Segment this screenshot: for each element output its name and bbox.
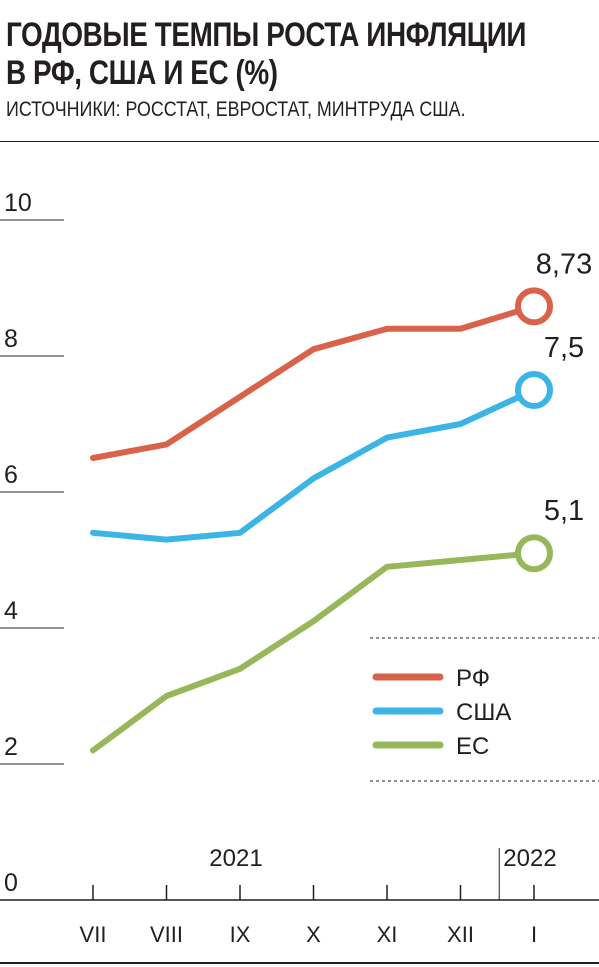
y-tick-label: 2 bbox=[4, 733, 18, 761]
series-group: 8,73 7,5 5,1 bbox=[90, 248, 592, 754]
series-line-3 bbox=[90, 550, 537, 754]
x-tick-label: XII bbox=[447, 922, 474, 947]
year-label: 2022 bbox=[503, 845, 556, 872]
year-label: 2021 bbox=[209, 845, 262, 872]
top-divider bbox=[0, 141, 599, 142]
chart-subtitle: ИСТОЧНИКИ: РОССТАТ, ЕВРОСТАТ, МИНТРУДА С… bbox=[6, 98, 466, 121]
x-tick-label: I bbox=[531, 922, 537, 947]
series-end-marker-3 bbox=[515, 534, 553, 573]
legend: РФ США ЕС bbox=[370, 637, 599, 782]
y-tick-label: 0 bbox=[4, 869, 18, 897]
legend-label-2: США bbox=[456, 699, 511, 726]
data-label-1: 8,73 bbox=[536, 248, 592, 280]
series-line-2 bbox=[90, 387, 537, 543]
x-tick-label: VII bbox=[80, 922, 107, 947]
y-tick-label: 6 bbox=[4, 461, 18, 489]
x-tick-label: X bbox=[306, 922, 321, 947]
chart-title-line-1: ГОДОВЫЕ ТЕМПЫ РОСТА ИНФЛЯЦИИ bbox=[6, 16, 526, 54]
series-end-marker-2 bbox=[515, 371, 553, 409]
series-line-1 bbox=[90, 303, 537, 461]
data-label-2: 7,5 bbox=[544, 332, 584, 364]
y-tick-label: 10 bbox=[4, 189, 32, 217]
y-tick-label: 8 bbox=[4, 325, 18, 353]
x-axis: VII VIII IX X XI XII I 2021 2022 bbox=[0, 845, 599, 964]
chart-title-line-2: В РФ, США И ЕС (%) bbox=[6, 54, 278, 92]
y-tick-label: 4 bbox=[4, 597, 18, 625]
x-tick-label: VIII bbox=[150, 922, 183, 947]
legend-label-1: РФ bbox=[456, 665, 490, 692]
series-end-marker-1 bbox=[515, 287, 553, 326]
y-axis: 10 8 6 4 2 0 bbox=[0, 189, 64, 897]
x-tick-label: IX bbox=[230, 922, 251, 947]
x-tick-label: XI bbox=[377, 922, 398, 947]
legend-label-3: ЕС bbox=[456, 733, 489, 760]
data-label-3: 5,1 bbox=[544, 495, 584, 527]
chart-title: ГОДОВЫЕ ТЕМПЫ РОСТА ИНФЛЯЦИИ В РФ, США И… bbox=[6, 16, 526, 92]
